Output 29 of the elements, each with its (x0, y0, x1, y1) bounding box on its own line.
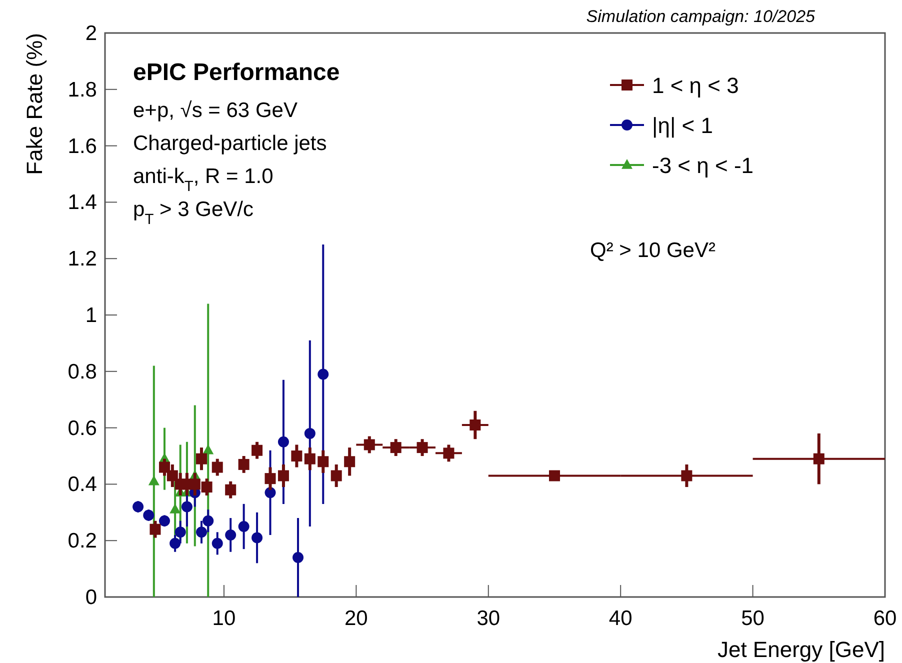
x-tick-label: 60 (873, 607, 897, 630)
legend-label: |η| < 1 (652, 113, 713, 138)
annotation: p$_{T}$ > 3 GeV/c (133, 198, 254, 228)
y-tick-label: 0.8 (68, 360, 97, 384)
y-tick-label: 1.4 (68, 191, 98, 214)
x-tick-label: 20 (344, 607, 368, 630)
y-tick-label: 0 (85, 586, 97, 609)
x-tick-label: 40 (608, 607, 632, 630)
y-tick-label: 0.2 (68, 530, 97, 553)
annotation: anti-k$_{T}$, R = 1.0 (133, 165, 274, 195)
legend-label: 1 < η < 3 (652, 73, 739, 98)
y-tick-label: 1.8 (68, 78, 97, 102)
x-axis-title: Jet Energy [GeV] (717, 637, 885, 662)
annotation: Q² > 10 GeV² (590, 239, 716, 262)
x-tick-label: 30 (476, 607, 500, 630)
y-tick-label: 1 (85, 304, 97, 327)
annotation: Charged-particle jets (133, 132, 327, 155)
text: ePIC Performance (133, 59, 340, 86)
x-tick-label: 50 (741, 607, 764, 630)
text: Simulation campaign: 10/2025 (586, 7, 816, 26)
x-tick-label: 10 (212, 607, 236, 630)
y-tick-label: 1.2 (68, 248, 97, 271)
legend-label: -3 < η < -1 (652, 153, 754, 178)
y-tick-label: 2 (85, 22, 97, 45)
annotation: e+p, √s = 63 GeV (133, 99, 298, 122)
y-tick-label: 0.4 (68, 473, 98, 496)
y-axis-title: Fake Rate (%) (22, 33, 47, 175)
y-tick-label: 1.6 (68, 134, 97, 158)
y-tick-label: 0.6 (68, 416, 97, 440)
